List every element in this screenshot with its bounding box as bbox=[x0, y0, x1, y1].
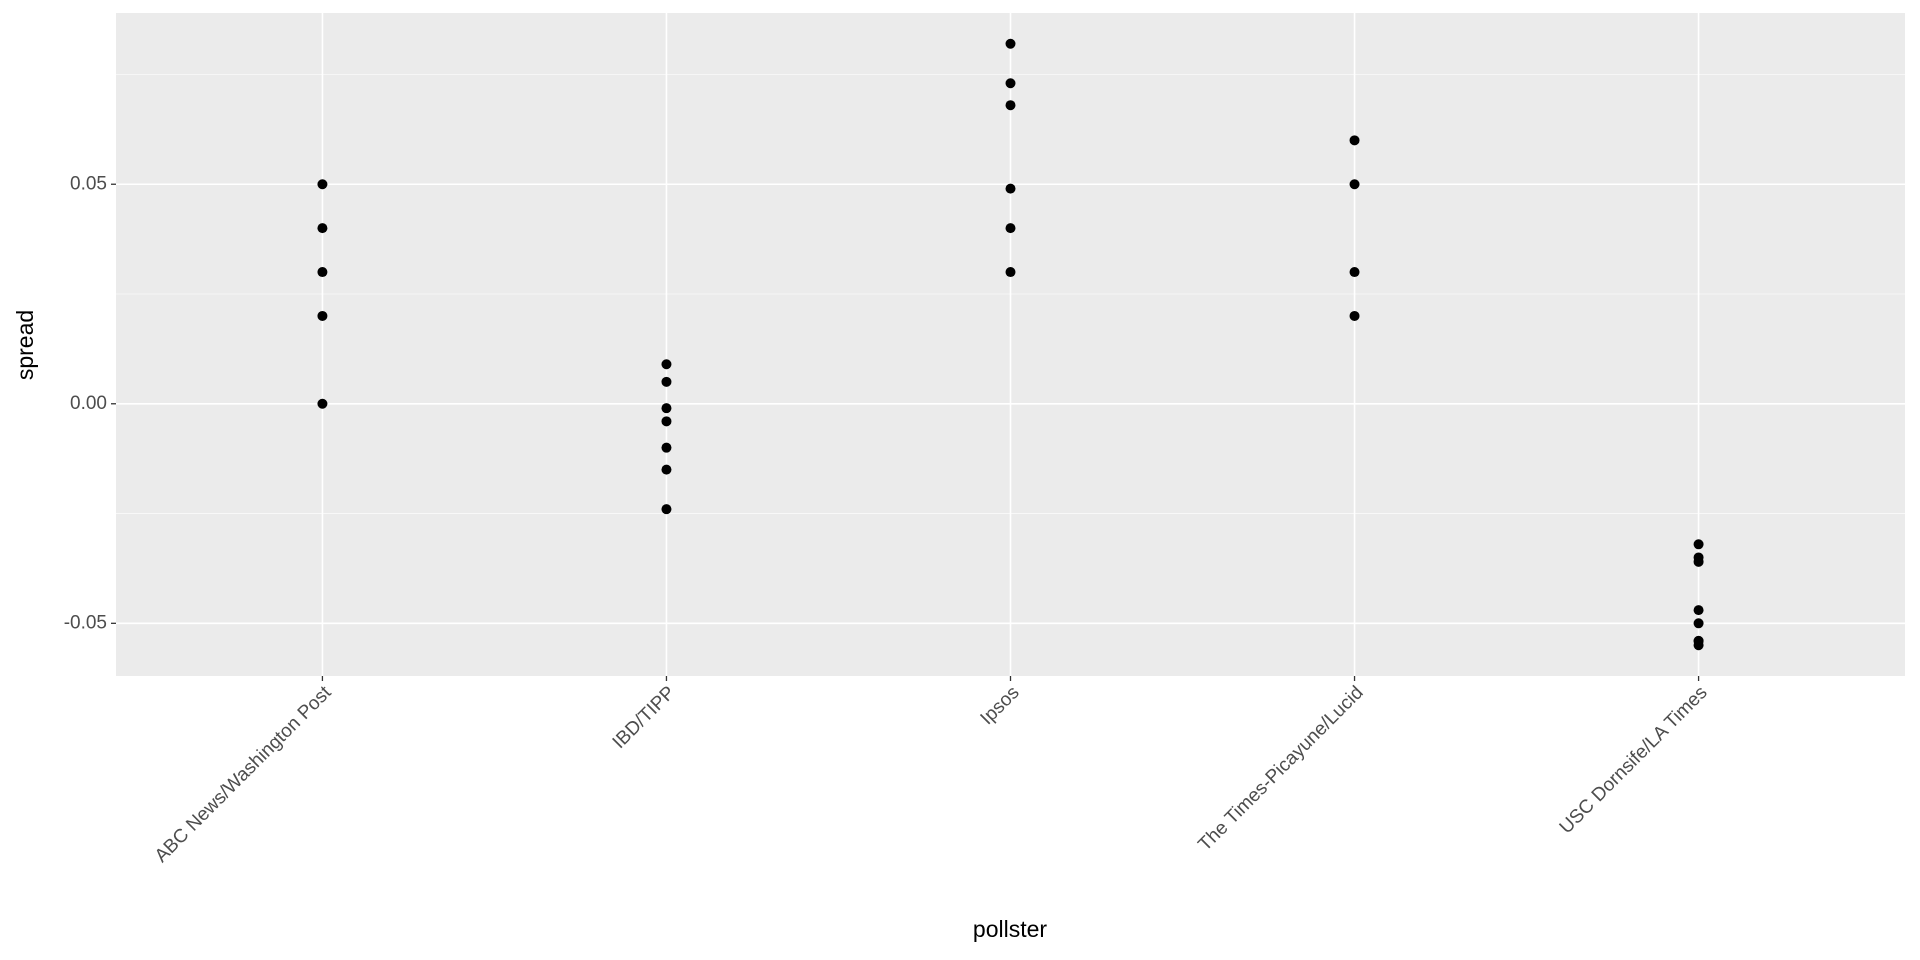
point bbox=[1005, 267, 1016, 278]
point bbox=[1693, 556, 1704, 567]
point bbox=[661, 403, 672, 414]
point bbox=[317, 179, 328, 190]
point bbox=[1693, 618, 1704, 629]
point bbox=[1349, 310, 1360, 321]
x-tick-label: USC Dornsife/LA Times bbox=[1556, 682, 1712, 838]
point bbox=[1005, 100, 1016, 111]
x-tick-label: ABC News/Washington Post bbox=[151, 682, 336, 867]
point bbox=[317, 267, 328, 278]
point bbox=[1693, 640, 1704, 651]
point bbox=[661, 504, 672, 515]
point bbox=[1349, 267, 1360, 278]
point bbox=[1005, 78, 1016, 89]
point bbox=[317, 398, 328, 409]
marks bbox=[317, 38, 1704, 651]
point bbox=[661, 376, 672, 387]
point bbox=[1349, 135, 1360, 146]
x-tick-label: IBD/TIPP bbox=[609, 682, 680, 753]
point bbox=[1005, 38, 1016, 49]
point bbox=[1693, 539, 1704, 550]
x-axis-title: pollster bbox=[973, 916, 1047, 942]
point bbox=[317, 310, 328, 321]
point bbox=[1693, 605, 1704, 616]
x-tick-label: Ipsos bbox=[977, 682, 1024, 729]
point bbox=[1349, 179, 1360, 190]
point bbox=[661, 442, 672, 453]
y-tick-label: -0.05 bbox=[64, 612, 107, 633]
point bbox=[317, 223, 328, 234]
y-axis-title: spread bbox=[12, 310, 38, 380]
point bbox=[661, 416, 672, 427]
y-tick-label: 0.00 bbox=[70, 393, 107, 414]
point bbox=[661, 464, 672, 475]
y-tick-label: 0.05 bbox=[70, 173, 107, 194]
point bbox=[1005, 183, 1016, 194]
point bbox=[1005, 223, 1016, 234]
x-tick-label: The Times-Picayune/Lucid bbox=[1194, 682, 1367, 855]
point bbox=[661, 359, 672, 370]
